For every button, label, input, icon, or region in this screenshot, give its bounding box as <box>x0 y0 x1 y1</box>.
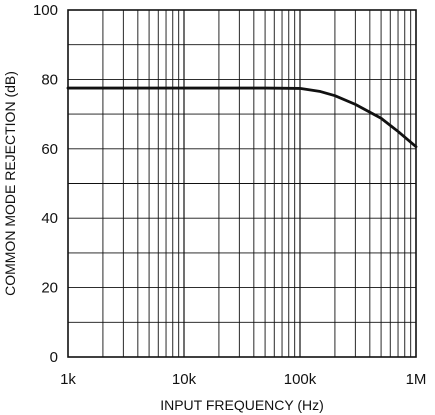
y-tick-label: 60 <box>41 141 58 158</box>
y-tick-labels: 0 20 40 60 80 100 <box>33 2 58 366</box>
x-tick-labels: 1k 10k 100k 1M <box>60 371 426 388</box>
x-tick-label: 1M <box>406 371 427 388</box>
cmr-series-line <box>66 86 418 149</box>
x-tick-label: 1k <box>60 371 76 388</box>
y-tick-label: 0 <box>50 349 58 366</box>
y-tick-label: 80 <box>41 71 58 88</box>
y-axis-title: COMMON MODE REJECTION (dB) <box>2 71 18 296</box>
x-tick-label: 10k <box>172 371 197 388</box>
y-tick-label: 20 <box>41 280 58 297</box>
y-tick-label: 40 <box>41 210 58 227</box>
plot-frame <box>67 9 417 358</box>
grid <box>68 10 416 357</box>
x-tick-label: 100k <box>284 371 317 388</box>
x-axis-title: INPUT FREQUENCY (Hz) <box>160 397 324 413</box>
series-group <box>66 86 418 149</box>
y-tick-label: 100 <box>33 2 58 19</box>
